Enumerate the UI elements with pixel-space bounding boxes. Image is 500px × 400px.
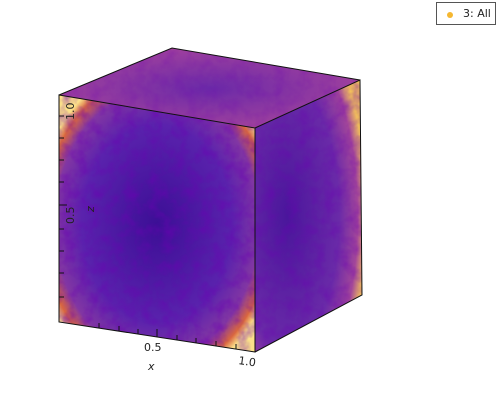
x-tick-label-1-0: 1.0 bbox=[238, 354, 257, 369]
x-axis-ticks bbox=[98, 323, 237, 349]
x-axis-label: x bbox=[147, 360, 155, 373]
legend: 3: All bbox=[436, 2, 496, 25]
x-tick-label-0-5: 0.5 bbox=[144, 341, 162, 354]
z-tick-label-0-5: 0.5 bbox=[64, 207, 77, 225]
legend-marker-icon bbox=[447, 12, 453, 18]
legend-entry-label: 3: All bbox=[463, 7, 491, 20]
z-tick-label-1-0: 1.0 bbox=[64, 103, 77, 121]
data-point-cloud bbox=[59, 48, 362, 352]
z-axis-label: z bbox=[84, 206, 97, 213]
z-axis-ticks bbox=[59, 115, 67, 298]
box-front-edges bbox=[58, 47, 363, 353]
